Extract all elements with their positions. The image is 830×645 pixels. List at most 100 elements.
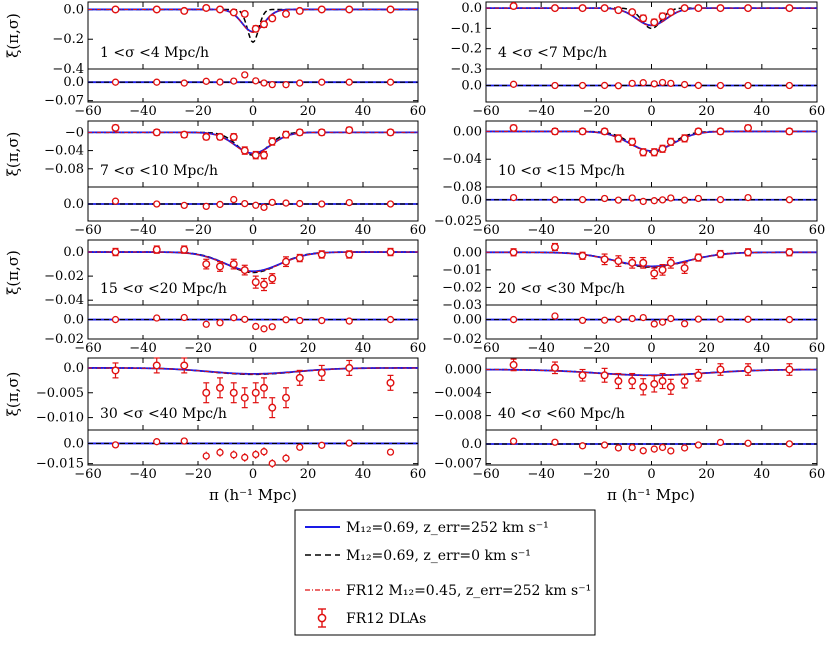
data-point xyxy=(251,388,260,397)
residual-point xyxy=(318,78,326,86)
data-point xyxy=(639,382,648,391)
model-curve xyxy=(88,251,418,273)
x-tick-label: 0 xyxy=(647,223,655,238)
residual-point xyxy=(241,199,249,208)
x-tick-label: −20 xyxy=(184,104,211,119)
data-point xyxy=(260,20,269,29)
x-tick-label: 60 xyxy=(410,341,427,356)
residual-point xyxy=(230,314,238,322)
panel-7: 0.0−0.005−0.010 30 <σ <40 Mpc/h0.0−0.015−… xyxy=(4,357,427,482)
residual-point xyxy=(230,77,238,85)
residual-point xyxy=(639,313,647,322)
data-point xyxy=(317,250,326,259)
data-point xyxy=(111,366,120,375)
residual-y-tick-label: 0.0 xyxy=(63,197,84,212)
x-tick-label: 20 xyxy=(300,223,317,238)
residual-y-tick-label: −0.02 xyxy=(44,332,84,347)
x-tick-label: 0 xyxy=(647,341,655,356)
data-point xyxy=(180,6,189,15)
data-point xyxy=(666,258,675,267)
residual-point xyxy=(716,81,725,90)
data-point xyxy=(666,8,675,17)
residual-point xyxy=(282,81,290,89)
x-tick-label: −60 xyxy=(74,467,101,482)
y-tick-label: 0.000 xyxy=(445,363,482,378)
residual-point xyxy=(716,315,725,323)
data-point xyxy=(785,365,794,374)
residual-point xyxy=(650,80,658,88)
model-curve xyxy=(486,130,817,152)
data-point xyxy=(386,128,395,137)
residual-point xyxy=(345,439,353,447)
data-point xyxy=(628,258,637,267)
x-tick-label: −40 xyxy=(129,467,156,482)
residual-point xyxy=(744,81,752,90)
residual-point xyxy=(153,78,161,86)
data-point xyxy=(639,148,648,157)
data-point xyxy=(600,371,609,380)
residual-point xyxy=(658,196,667,204)
sigma-range-label: 7 <σ <10 Mpc/h xyxy=(100,163,218,179)
data-point xyxy=(268,403,277,412)
residual-point xyxy=(345,78,353,86)
data-point xyxy=(268,14,277,23)
fr12-curve xyxy=(88,131,418,155)
y-axis-title: ξ(π,σ) xyxy=(4,250,22,295)
residual-point xyxy=(268,80,276,89)
data-point xyxy=(744,365,753,374)
x-tick-label: −20 xyxy=(583,104,610,119)
data-point xyxy=(680,377,689,386)
data-point xyxy=(578,127,587,136)
x-tick-label: 40 xyxy=(355,467,372,482)
data-point xyxy=(240,393,249,402)
legend: M₁₂=0.69, z_err=252 km s⁻¹ M₁₂=0.69, z_e… xyxy=(294,509,596,636)
residual-y-tick-label: −0.07 xyxy=(44,94,84,109)
residual-point xyxy=(716,438,725,447)
y-tick-label: 0.00 xyxy=(453,124,482,139)
x-tick-label: −40 xyxy=(129,223,156,238)
residual-point xyxy=(744,315,752,323)
residual-point xyxy=(111,197,120,205)
data-point xyxy=(614,6,623,15)
residual-point xyxy=(180,201,188,210)
residual-point xyxy=(614,82,623,90)
residual-point xyxy=(296,316,304,325)
data-point xyxy=(694,371,703,380)
x-tick-label: −60 xyxy=(472,467,499,482)
residual-point xyxy=(202,202,210,211)
panel-2: 0.0 −0.1 −0.2 −0.3 4 <σ <7 Mpc/h 0.0 −60 −40 −20… xyxy=(450,1,825,119)
data-point xyxy=(614,377,623,386)
data-point xyxy=(229,388,238,397)
residual-point xyxy=(282,316,290,324)
y-tick-label: −0.01 xyxy=(442,263,482,278)
residual-point xyxy=(680,444,689,452)
x-tick-label: 0 xyxy=(249,467,257,482)
x-tick-label: −40 xyxy=(527,223,554,238)
legend-box xyxy=(294,509,596,636)
residual-point xyxy=(680,196,689,204)
x-tick-label: −20 xyxy=(184,223,211,238)
fr12-curve xyxy=(486,7,817,27)
residual-point xyxy=(680,80,689,89)
residual-point xyxy=(111,78,120,86)
data-point xyxy=(152,5,161,14)
data-point xyxy=(202,388,211,397)
data-point xyxy=(650,379,659,388)
y-tick-label: −0.005 xyxy=(36,386,84,401)
data-point xyxy=(345,126,354,135)
y-tick-label: −0.2 xyxy=(450,42,482,57)
data-point xyxy=(251,24,260,33)
x-tick-label: 60 xyxy=(410,467,427,482)
data-point xyxy=(600,127,609,136)
residual-y-tick-label: 0.0 xyxy=(461,437,482,452)
residual-y-tick-label: 0.0 xyxy=(461,193,482,208)
x-axis-title-right: π (h⁻¹ Mpc) xyxy=(607,486,695,504)
data-point xyxy=(215,132,224,141)
residual-point xyxy=(628,314,636,323)
data-point xyxy=(240,146,249,155)
residual-point xyxy=(639,447,647,455)
x-tick-label: −60 xyxy=(472,104,499,119)
residual-point xyxy=(252,450,260,459)
y-tick-label: 0.0 xyxy=(461,1,482,16)
